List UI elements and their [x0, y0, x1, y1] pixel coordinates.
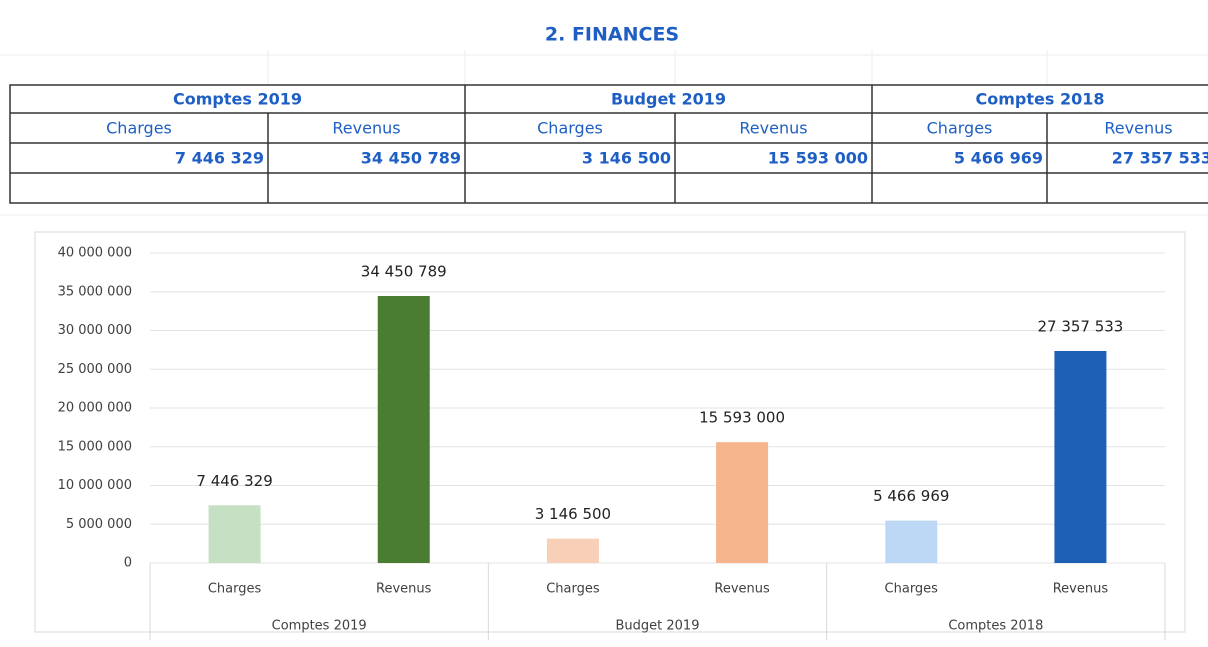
- y-tick-label: 30 000 000: [58, 323, 132, 338]
- table-value: 27 357 533: [1112, 149, 1208, 168]
- group-label: Comptes 2019: [272, 619, 367, 634]
- x-tick-label: Charges: [546, 582, 600, 597]
- data-label: 3 146 500: [535, 505, 611, 523]
- sheet-gridlines: [0, 50, 1208, 216]
- x-tick-label: Charges: [208, 582, 262, 597]
- x-tick-label: Charges: [885, 582, 939, 597]
- table-value: 3 146 500: [582, 149, 671, 168]
- group-header: Budget 2019: [611, 90, 726, 109]
- x-tick-label: Revenus: [1053, 582, 1109, 597]
- table-value: 34 450 789: [361, 149, 461, 168]
- table-value: 5 466 969: [954, 149, 1043, 168]
- table-value: 7 446 329: [175, 149, 264, 168]
- y-tick-label: 25 000 000: [58, 362, 132, 377]
- bar: [546, 538, 599, 563]
- chart-frame: [34, 231, 1186, 633]
- table-value: 15 593 000: [768, 149, 868, 168]
- data-label: 15 593 000: [699, 409, 785, 427]
- sub-header: Revenus: [332, 119, 400, 138]
- sub-header: Charges: [537, 119, 603, 138]
- y-tick-label: 35 000 000: [58, 284, 132, 299]
- bar: [208, 505, 261, 563]
- group-header: Comptes 2019: [173, 90, 302, 109]
- y-tick-label: 5 000 000: [66, 517, 132, 532]
- y-tick-label: 15 000 000: [58, 439, 132, 454]
- bar: [716, 442, 769, 563]
- data-label: 7 446 329: [196, 472, 272, 490]
- bar: [1054, 350, 1107, 563]
- bar: [885, 520, 938, 563]
- sub-header: Charges: [927, 119, 993, 138]
- y-tick-label: 40 000 000: [58, 246, 132, 261]
- sub-header: Revenus: [1104, 119, 1172, 138]
- y-tick-label: 20 000 000: [58, 401, 132, 416]
- y-tick-label: 0: [124, 556, 132, 571]
- group-label: Comptes 2018: [948, 619, 1043, 634]
- group-header: Comptes 2018: [976, 90, 1105, 109]
- table-border: [9, 84, 1208, 204]
- data-label: 34 450 789: [361, 263, 447, 281]
- data-label: 5 466 969: [873, 487, 949, 505]
- y-tick-label: 10 000 000: [58, 478, 132, 493]
- sub-header: Revenus: [739, 119, 807, 138]
- page-title: 2. FINANCES: [545, 24, 679, 46]
- sub-header: Charges: [106, 119, 172, 138]
- data-label: 27 357 533: [1037, 317, 1123, 335]
- group-label: Budget 2019: [616, 619, 700, 634]
- bar: [377, 296, 430, 563]
- x-tick-label: Revenus: [376, 582, 432, 597]
- x-tick-label: Revenus: [714, 582, 770, 597]
